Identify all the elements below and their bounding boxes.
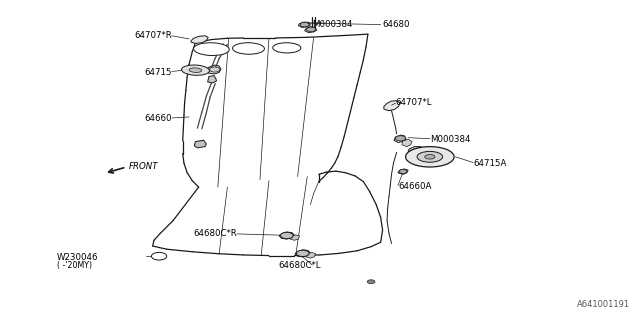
Circle shape [396,136,406,141]
Text: 64660A: 64660A [398,182,431,191]
Circle shape [280,232,293,239]
Text: FRONT: FRONT [129,162,158,171]
Text: 64680: 64680 [383,20,410,29]
Text: ( -'20MY): ( -'20MY) [57,261,92,270]
Text: M000384: M000384 [431,135,471,144]
Text: W230046: W230046 [57,253,99,262]
Ellipse shape [273,43,301,53]
Text: 64707*R: 64707*R [134,31,172,40]
Ellipse shape [193,43,229,55]
Polygon shape [205,65,221,74]
Ellipse shape [417,151,443,162]
Text: A641001191: A641001191 [577,300,630,309]
Text: 64715: 64715 [145,68,172,77]
Ellipse shape [232,43,264,54]
Circle shape [307,27,316,32]
Circle shape [296,250,309,257]
Ellipse shape [406,147,454,167]
Circle shape [152,252,167,260]
Polygon shape [298,22,310,28]
Polygon shape [305,27,317,33]
Polygon shape [191,36,208,44]
Circle shape [399,170,407,173]
Polygon shape [207,76,216,83]
Text: 64680C*R: 64680C*R [193,229,237,238]
Polygon shape [306,252,316,258]
Text: 64680C*L: 64680C*L [278,261,321,270]
Polygon shape [394,135,406,142]
Text: 64707*L: 64707*L [396,98,432,107]
Polygon shape [408,147,422,153]
Circle shape [367,280,375,284]
Polygon shape [384,101,400,111]
Polygon shape [398,169,408,174]
Polygon shape [279,232,294,239]
Text: 64715A: 64715A [473,159,507,168]
Polygon shape [194,140,206,148]
Text: M000384: M000384 [312,20,353,29]
Circle shape [300,22,309,27]
Polygon shape [295,250,310,257]
Ellipse shape [189,68,202,72]
Circle shape [209,67,220,72]
Text: 64660: 64660 [145,114,172,123]
Polygon shape [402,139,412,147]
Polygon shape [290,235,300,240]
Ellipse shape [182,65,209,75]
Ellipse shape [425,155,435,159]
